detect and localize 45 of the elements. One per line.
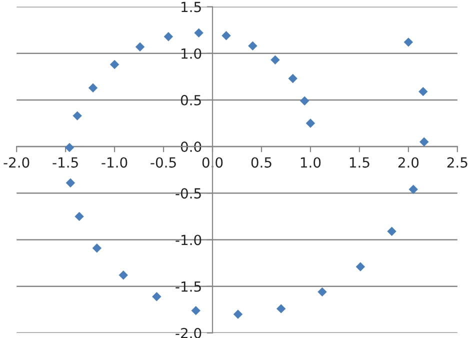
point — [404, 38, 414, 47]
point — [74, 212, 84, 222]
point — [300, 96, 310, 106]
y-tick-label: -1.5 — [176, 281, 201, 292]
point — [164, 32, 174, 42]
point — [288, 74, 298, 84]
point — [191, 306, 200, 316]
x-tick-label: 1.5 — [350, 157, 370, 168]
point — [66, 178, 76, 188]
y-tick-label: 0.5 — [180, 94, 201, 106]
point — [306, 118, 316, 128]
point — [387, 226, 396, 236]
x-tick-label: -2.0 — [4, 157, 30, 168]
point — [356, 262, 366, 272]
y-tick-label: -2.0 — [176, 328, 202, 338]
x-tick-label: 0.0 — [202, 157, 223, 168]
x-tick-label: -1.0 — [102, 157, 128, 168]
point — [420, 137, 429, 146]
point — [152, 292, 162, 302]
point — [72, 111, 82, 120]
point — [248, 41, 258, 51]
point — [222, 31, 231, 40]
x-tick-label: -0.5 — [150, 157, 176, 168]
point — [118, 270, 128, 280]
y-tick-label: 1.5 — [182, 2, 201, 12]
point — [64, 142, 74, 152]
point — [318, 287, 327, 297]
point — [194, 28, 204, 38]
y-tick-label: -1.0 — [176, 234, 202, 246]
point — [276, 304, 286, 314]
point — [270, 55, 280, 64]
x-tick-label: 2.5 — [447, 157, 468, 168]
y-tick-label: 1.0 — [182, 48, 202, 59]
point — [233, 310, 243, 319]
point — [418, 86, 428, 96]
point — [88, 83, 98, 92]
x-tick-label: -1.5 — [52, 157, 78, 168]
x-tick-label: 0.5 — [251, 157, 272, 168]
x-tick-label: 1.0 — [300, 157, 321, 168]
point — [135, 42, 145, 52]
x-tick-label: 2.0 — [398, 157, 419, 168]
point — [92, 244, 102, 253]
y-tick-label: -0.5 — [176, 188, 201, 199]
point — [110, 60, 120, 70]
point — [408, 184, 418, 194]
